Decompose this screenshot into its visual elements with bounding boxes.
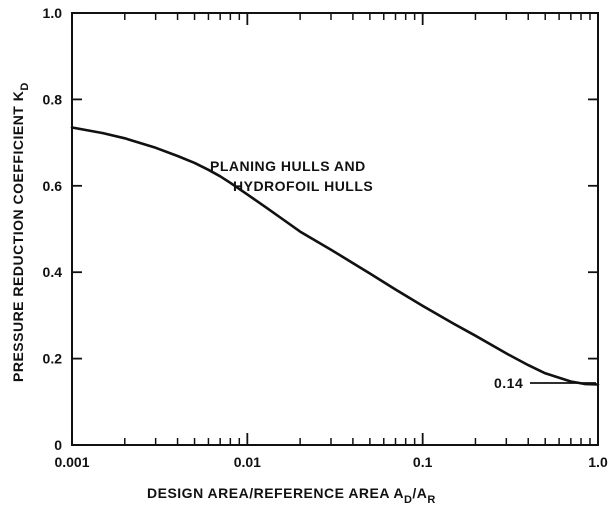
endpoint-value-label: 0.14 xyxy=(494,375,523,391)
y-tick-labels: 0 0.2 0.4 0.6 0.8 1.0 xyxy=(43,5,63,453)
x-axis-title: DESIGN AREA/REFERENCE AREA AD/AR xyxy=(147,485,436,506)
y-tick-label: 0.2 xyxy=(43,351,63,367)
x-tick-label: 0.01 xyxy=(234,454,261,470)
y-tick-label: 0 xyxy=(54,437,62,453)
tick-marks xyxy=(71,12,599,446)
x-tick-label: 0.1 xyxy=(413,454,433,470)
y-tick-label: 1.0 xyxy=(43,5,63,21)
y-tick-label: 0.4 xyxy=(43,264,63,280)
x-tick-labels: 0.001 0.01 0.1 1.0 xyxy=(54,454,607,470)
y-tick-label: 0.6 xyxy=(43,178,63,194)
series-label-line1: PLANING HULLS AND xyxy=(210,158,366,174)
plot-frame xyxy=(71,12,599,446)
x-tick-label: 0.001 xyxy=(54,454,89,470)
series-line-planing-hydrofoil xyxy=(70,126,600,386)
x-tick-label: 1.0 xyxy=(588,454,608,470)
y-axis-title: PRESSURE REDUCTION COEFFICIENT KD xyxy=(10,82,31,382)
series-label-line2: HYDROFOIL HULLS xyxy=(233,178,373,194)
y-tick-label: 0.8 xyxy=(43,91,63,107)
